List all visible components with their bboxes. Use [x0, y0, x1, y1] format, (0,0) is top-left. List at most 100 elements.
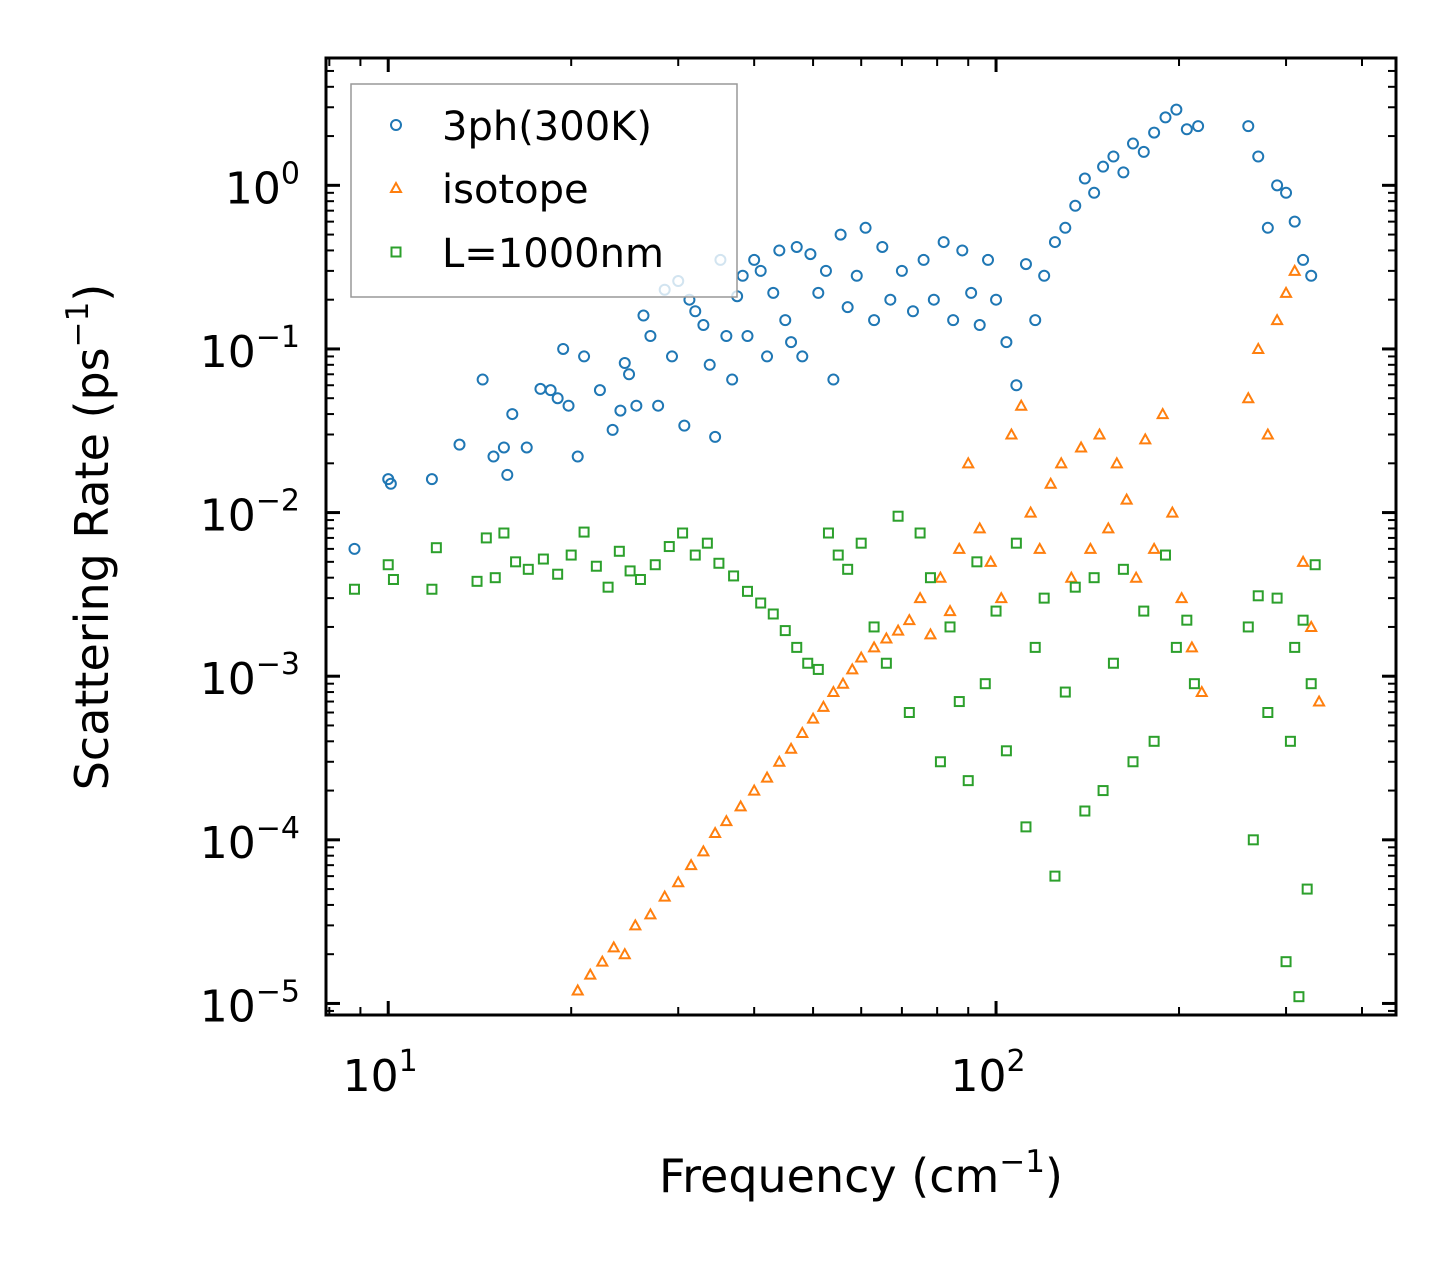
data-point-isotope [696, 844, 711, 857]
data-point-3ph-300k [1305, 269, 1318, 282]
data-point-3ph-300k [767, 286, 780, 299]
data-point-3ph-300k [1192, 120, 1205, 133]
data-point-l-1000nm [779, 625, 791, 637]
data-point-isotope [772, 754, 787, 767]
data-point-isotope [1074, 440, 1088, 453]
data-point-l-1000nm [1247, 834, 1259, 846]
data-point-isotope [902, 613, 917, 626]
data-point-3ph-300k [1271, 179, 1284, 192]
data-point-isotope [973, 521, 987, 534]
data-point-isotope [891, 623, 905, 636]
legend-label-l1000nm: L=1000nm [442, 231, 664, 277]
data-point-isotope [1119, 492, 1134, 505]
data-markers-layer [348, 103, 1326, 1003]
data-point-3ph-300k [1038, 269, 1051, 282]
data-point-3ph-300k [1126, 137, 1139, 150]
data-point-l-1000nm [510, 556, 522, 568]
data-point-l-1000nm [1049, 870, 1061, 882]
data-point-l-1000nm [1305, 678, 1317, 690]
data-point-isotope [913, 591, 927, 604]
data-point-isotope [1023, 505, 1038, 518]
data-point-l-1000nm [1059, 686, 1071, 698]
data-point-l-1000nm [1280, 956, 1292, 968]
data-point-isotope [1110, 456, 1124, 469]
legend-box [350, 83, 738, 298]
data-point-isotope [867, 640, 881, 653]
x-tick-labels: 101 102 [343, 1044, 1026, 1102]
data-point-isotope [961, 456, 975, 469]
data-point-isotope [708, 825, 722, 839]
data-point-l-1000nm [480, 532, 492, 544]
data-point-l-1000nm [868, 621, 880, 633]
data-point-3ph-300k [1107, 150, 1120, 163]
data-point-l-1000nm [578, 526, 590, 538]
data-point-isotope [1270, 313, 1284, 326]
data-point-isotope [933, 570, 948, 583]
data-point-isotope [1064, 570, 1079, 583]
data-point-l-1000nm [903, 707, 915, 719]
data-point-l-1000nm [1289, 641, 1301, 653]
data-point-3ph-300k [1088, 186, 1101, 199]
data-point-3ph-300k [1029, 314, 1042, 327]
data-point-isotope [1251, 341, 1265, 354]
data-point-l-1000nm [1188, 678, 1200, 690]
data-point-l-1000nm [741, 585, 753, 597]
data-point-3ph-300k [652, 399, 665, 412]
data-point-3ph-300k [982, 253, 995, 266]
data-point-3ph-300k [990, 293, 1003, 306]
data-point-isotope [583, 967, 597, 980]
data-point-l-1000nm [701, 537, 713, 549]
data-point-3ph-300k [697, 319, 710, 332]
data-point-isotope [1092, 427, 1107, 440]
data-point-l-1000nm [755, 597, 767, 609]
data-point-isotope [854, 650, 868, 663]
data-point-3ph-300k [348, 542, 361, 555]
data-point-3ph-300k [501, 468, 514, 481]
data-point-isotope [1165, 505, 1180, 518]
data-point-isotope [1043, 476, 1058, 489]
data-point-3ph-300k [506, 408, 519, 421]
data-point-3ph-300k [726, 373, 739, 386]
data-point-3ph-300k [703, 358, 716, 371]
data-point-l-1000nm [498, 527, 510, 539]
data-point-3ph-300k [689, 305, 702, 318]
data-point-3ph-300k [1137, 145, 1150, 158]
data-point-3ph-300k [773, 244, 786, 257]
y-tick-labels: 100 10−1 10−2 10−3 10−4 10−5 [200, 156, 300, 1032]
data-point-3ph-300k [812, 286, 825, 299]
data-point-l-1000nm [649, 559, 661, 571]
data-point-l-1000nm [537, 553, 549, 565]
y-tick-label: 10−3 [200, 647, 300, 705]
legend-marker-3ph [390, 119, 402, 131]
data-point-isotope [1054, 456, 1068, 469]
data-point-3ph-300k [1097, 160, 1110, 173]
data-point-l-1000nm [713, 557, 725, 569]
data-point-isotope [733, 799, 748, 812]
data-point-3ph-300k [720, 329, 733, 342]
data-point-l-1000nm [689, 549, 701, 561]
data-point-l-1000nm [426, 583, 438, 595]
data-point-3ph-300k [906, 305, 919, 318]
y-axis-label: Scattering Rate (ps−1) [60, 284, 119, 791]
data-point-isotope [826, 684, 841, 698]
data-point-3ph-300k [1242, 120, 1255, 133]
data-point-l-1000nm [1309, 559, 1321, 571]
data-point-l-1000nm [1301, 883, 1313, 895]
data-point-3ph-300k [965, 286, 978, 299]
data-point-3ph-300k [551, 392, 564, 405]
data-point-l-1000nm [382, 559, 394, 571]
x-tick-label: 101 [343, 1044, 418, 1102]
data-point-l-1000nm [1262, 707, 1274, 719]
data-point-3ph-300k [827, 373, 840, 386]
data-point-l-1000nm [348, 583, 360, 595]
data-point-3ph-300k [1297, 253, 1310, 266]
data-point-3ph-300k [644, 329, 657, 342]
data-point-l-1000nm [1117, 563, 1129, 575]
data-point-3ph-300k [665, 350, 678, 363]
data-point-isotope [1014, 398, 1028, 411]
data-point-3ph-300k [850, 269, 863, 282]
data-point-l-1000nm [1293, 991, 1305, 1003]
legend-symbol [390, 119, 402, 131]
y-tick-label: 10−2 [200, 484, 300, 542]
data-point-3ph-300k [748, 253, 761, 266]
